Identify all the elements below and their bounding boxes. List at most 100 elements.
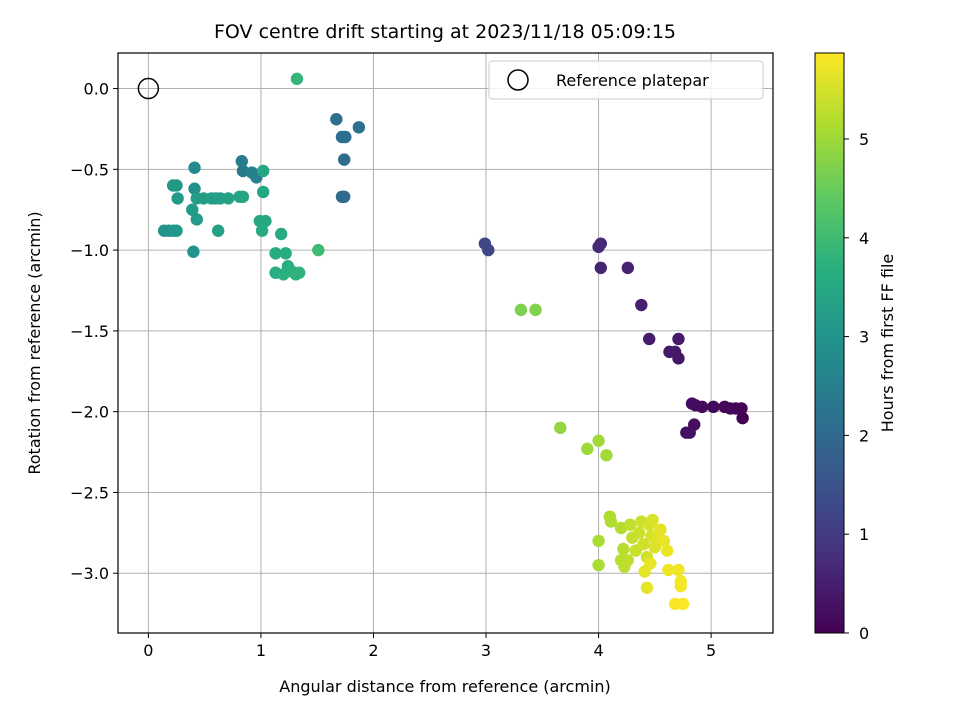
data-point bbox=[514, 303, 528, 317]
data-point bbox=[674, 579, 687, 593]
data-point bbox=[338, 153, 351, 166]
data-point bbox=[646, 513, 659, 527]
data-point bbox=[352, 121, 366, 134]
colorbar-tick-label: 2 bbox=[859, 426, 869, 445]
data-point bbox=[736, 411, 749, 425]
data-point bbox=[188, 161, 201, 174]
plot-frame bbox=[117, 52, 774, 634]
data-point bbox=[600, 449, 613, 462]
data-point bbox=[292, 266, 306, 279]
colorbar-ticks: 0 1 2 3 4 5 bbox=[844, 130, 869, 643]
data-point bbox=[222, 192, 235, 205]
colorbar-tick-label: 4 bbox=[859, 229, 869, 248]
data-point bbox=[256, 164, 270, 178]
data-point bbox=[170, 179, 183, 192]
data-point bbox=[621, 554, 635, 567]
data-point bbox=[339, 130, 352, 144]
legend-open-circle-icon bbox=[507, 69, 529, 91]
data-point bbox=[335, 190, 349, 203]
legend: Reference platepar bbox=[488, 60, 764, 100]
data-point bbox=[718, 400, 731, 414]
data-point bbox=[592, 240, 605, 254]
colorbar-tick-label: 0 bbox=[859, 624, 869, 643]
data-point bbox=[621, 261, 635, 275]
x-tick-label: 5 bbox=[706, 641, 716, 660]
colorbar-tick-label: 5 bbox=[859, 130, 869, 149]
data-point bbox=[478, 237, 492, 250]
x-tick-label: 1 bbox=[256, 641, 266, 660]
data-point bbox=[274, 227, 288, 241]
data-point bbox=[245, 166, 259, 179]
y-tick-label: 0.0 bbox=[84, 80, 109, 99]
data-point bbox=[235, 155, 248, 168]
y-tick-label: −2.5 bbox=[70, 483, 109, 502]
colorbar-gradient bbox=[815, 53, 844, 633]
colorbar-label: Hours from first FF file bbox=[878, 254, 897, 433]
data-point bbox=[663, 345, 676, 359]
data-point bbox=[662, 563, 675, 577]
data-point bbox=[635, 298, 648, 312]
colorbar-tick-label: 3 bbox=[859, 328, 869, 347]
y-axis-ticks: 0.0 −0.5 −1.0 −1.5 −2.0 −2.5 −3.0 bbox=[70, 80, 118, 583]
colorbar-frame bbox=[814, 52, 845, 634]
y-axis-label: Rotation from reference (arcmin) bbox=[25, 211, 44, 474]
data-point bbox=[672, 332, 685, 346]
data-point bbox=[644, 557, 657, 570]
data-point bbox=[255, 224, 269, 237]
data-point bbox=[187, 245, 200, 258]
data-point bbox=[186, 203, 199, 216]
data-point bbox=[171, 192, 184, 205]
data-point bbox=[654, 523, 667, 536]
data-point bbox=[617, 542, 630, 556]
data-point bbox=[190, 213, 203, 226]
data-point bbox=[592, 558, 605, 572]
data-point bbox=[330, 113, 343, 126]
data-point bbox=[657, 534, 671, 548]
data-point bbox=[256, 185, 270, 199]
x-axis-ticks: 0 1 2 3 4 5 bbox=[143, 633, 716, 660]
data-point bbox=[592, 534, 605, 548]
data-point bbox=[648, 541, 662, 554]
data-point bbox=[594, 261, 608, 275]
data-point bbox=[312, 243, 325, 257]
x-axis-label: Angular distance from reference (arcmin) bbox=[279, 677, 610, 696]
data-point bbox=[188, 182, 201, 195]
y-tick-label: −3.0 bbox=[70, 564, 109, 583]
x-tick-label: 0 bbox=[143, 641, 153, 660]
data-point bbox=[170, 224, 183, 237]
data-point bbox=[707, 400, 720, 414]
data-point bbox=[676, 597, 690, 611]
y-tick-label: −1.5 bbox=[70, 322, 109, 341]
data-point bbox=[632, 526, 646, 540]
y-tick-label: −0.5 bbox=[70, 160, 109, 179]
x-tick-label: 4 bbox=[593, 641, 603, 660]
legend-entry-reference: Reference platepar bbox=[556, 71, 709, 90]
data-point bbox=[637, 537, 650, 551]
colorbar: 0 1 2 3 4 5 Hours from first FF file bbox=[814, 52, 897, 643]
data-point bbox=[643, 332, 656, 346]
data-point bbox=[685, 397, 699, 410]
data-point bbox=[592, 434, 605, 447]
data-point bbox=[259, 214, 272, 228]
data-point bbox=[661, 544, 674, 557]
data-point bbox=[672, 563, 685, 577]
grid bbox=[118, 53, 773, 633]
colorbar-tick-label: 1 bbox=[859, 525, 869, 544]
data-point bbox=[640, 581, 654, 594]
x-tick-label: 3 bbox=[481, 641, 491, 660]
data-point bbox=[623, 518, 637, 531]
data-point bbox=[529, 303, 542, 317]
data-points bbox=[137, 72, 749, 611]
data-point bbox=[279, 247, 292, 260]
data-point bbox=[269, 247, 282, 260]
data-point bbox=[680, 426, 693, 439]
data-point bbox=[604, 515, 618, 528]
y-tick-label: −2.0 bbox=[70, 403, 109, 422]
y-tick-label: −1.0 bbox=[70, 241, 109, 260]
legend-box bbox=[488, 60, 764, 100]
data-point bbox=[236, 190, 250, 203]
chart-title: FOV centre drift starting at 2023/11/18 … bbox=[214, 21, 676, 43]
data-point bbox=[290, 72, 304, 86]
